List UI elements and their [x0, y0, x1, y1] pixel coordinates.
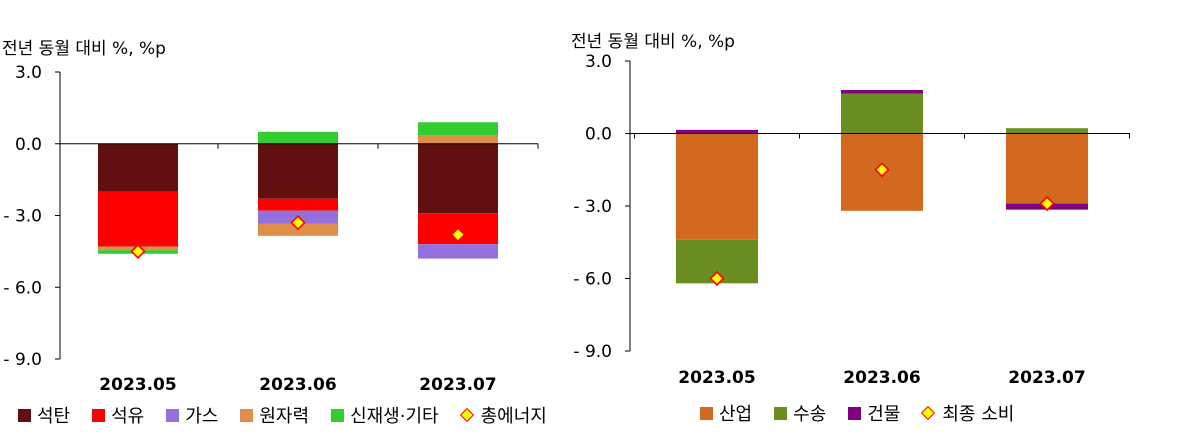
- legend-item: 석탄: [18, 402, 70, 428]
- left-bar-segment: [418, 143, 498, 214]
- legend-item-total: 최종 소비: [922, 400, 1014, 426]
- right-y-tick-label: - 9.0: [573, 342, 612, 362]
- left-bar-segment: [418, 244, 498, 259]
- legend-label: 석탄: [37, 406, 71, 427]
- left-bar-segment: [258, 198, 338, 211]
- left-total-marker: [290, 215, 306, 231]
- left-bar-segment: [418, 135, 498, 144]
- left-total-marker: [130, 243, 146, 260]
- legend-label: 건물: [867, 404, 901, 425]
- left-y-tick-label: 0.0: [15, 135, 42, 155]
- legend-label: 가스: [185, 406, 219, 427]
- diamond-icon: [922, 407, 934, 419]
- legend-item: 원자력: [240, 402, 309, 428]
- legend-swatch: [18, 408, 31, 422]
- legend-item: 건물: [848, 400, 900, 426]
- left-y-tick-label: - 3.0: [3, 207, 42, 227]
- right-total-marker: [874, 162, 890, 178]
- legend-label: 산업: [719, 404, 753, 425]
- right-total-marker: [709, 270, 725, 287]
- right-bar-segment: [841, 90, 923, 94]
- legend-label: 수송: [793, 404, 827, 425]
- diamond-icon: [461, 409, 473, 421]
- left-bar-segment: [258, 143, 338, 199]
- right-total-marker: [1039, 195, 1055, 212]
- right-bar-segment: [676, 129, 758, 134]
- left-bar-segment: [98, 143, 178, 192]
- legend-item-total: 총에너지: [461, 402, 547, 428]
- legend-swatch: [774, 406, 788, 420]
- left-y-tick-label: - 9.0: [3, 350, 42, 370]
- legend-label: 원자력: [259, 406, 310, 427]
- left-category-label: 2023.05: [99, 375, 176, 395]
- legend-item: 가스: [166, 402, 218, 428]
- legend-swatch: [700, 406, 713, 420]
- legend-label: 신재생·기타: [350, 406, 439, 427]
- legend-swatch: [331, 408, 345, 422]
- right-y-tick-label: 3.0: [585, 52, 612, 72]
- left-y-tick-label: 3.0: [15, 63, 42, 83]
- right-category-label: 2023.07: [1008, 368, 1085, 388]
- left-chart-unit-label: 전년 동월 대비 %, %p: [2, 39, 166, 59]
- legend-item: 산업: [700, 400, 752, 426]
- legend-label: 총에너지: [480, 406, 547, 427]
- left-total-marker: [450, 227, 466, 243]
- right-category-label: 2023.06: [843, 368, 920, 388]
- right-bar-segment: [1006, 128, 1088, 134]
- right-category-label: 2023.05: [678, 368, 755, 388]
- legend-swatch: [848, 406, 862, 420]
- right-chart-legend: 산업 수송 건물 최종 소비: [700, 400, 1036, 426]
- left-bar-segment: [258, 131, 338, 144]
- right-bar-segment: [1006, 133, 1088, 204]
- legend-label: 석유: [111, 406, 145, 427]
- legend-item: 신재생·기타: [331, 402, 439, 428]
- right-y-tick-label: - 6.0: [573, 270, 612, 290]
- right-bar-segment: [841, 93, 923, 134]
- legend-swatch: [92, 408, 106, 422]
- left-bar-segment: [418, 122, 498, 136]
- left-category-label: 2023.07: [419, 375, 496, 395]
- left-chart-legend: 석탄 석유 가스 원자력 신재생·기타 총에너지: [18, 402, 569, 428]
- legend-swatch: [166, 408, 180, 422]
- left-bar-segment: [98, 191, 178, 247]
- right-chart-unit-label: 전년 동월 대비 %, %p: [571, 32, 735, 52]
- right-y-tick-label: 0.0: [585, 125, 612, 145]
- right-bar-segment: [676, 133, 758, 240]
- legend-item: 석유: [92, 402, 144, 428]
- legend-swatch: [240, 408, 254, 422]
- legend-label: 최종 소비: [942, 404, 1015, 425]
- right-y-tick-label: - 3.0: [573, 197, 612, 217]
- left-category-label: 2023.06: [259, 375, 336, 395]
- legend-item: 수송: [774, 400, 826, 426]
- left-y-tick-label: - 6.0: [3, 278, 42, 298]
